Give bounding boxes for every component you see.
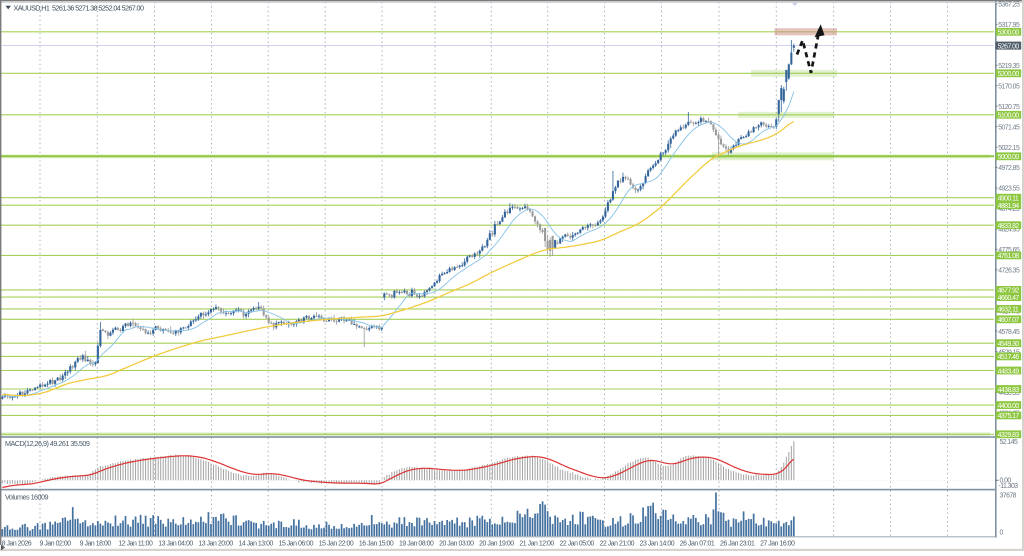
svg-text:13 Jan 20:00: 13 Jan 20:00 bbox=[198, 541, 233, 548]
svg-text:5000.00: 5000.00 bbox=[998, 154, 1020, 161]
svg-text:4517.46: 4517.46 bbox=[998, 354, 1020, 361]
svg-text:4874.25: 4874.25 bbox=[998, 206, 1020, 213]
svg-text:26 Jan 07:01: 26 Jan 07:01 bbox=[680, 541, 715, 548]
svg-text:14 Jan 13:00: 14 Jan 13:00 bbox=[238, 541, 273, 548]
svg-text:-11.303: -11.303 bbox=[999, 483, 1019, 490]
svg-text:4833.82: 4833.82 bbox=[998, 223, 1020, 230]
svg-text:23 Jan 14:00: 23 Jan 14:00 bbox=[640, 541, 675, 548]
svg-text:4400.00: 4400.00 bbox=[998, 403, 1020, 410]
svg-text:4761.08: 4761.08 bbox=[998, 253, 1020, 260]
svg-text:8 Jan 2026: 8 Jan 2026 bbox=[2, 541, 32, 548]
svg-text:4483.49: 4483.49 bbox=[998, 368, 1020, 375]
svg-text:Volumes 16009: Volumes 16009 bbox=[5, 492, 49, 501]
svg-text:5300.00: 5300.00 bbox=[998, 30, 1020, 37]
svg-text:4578.45: 4578.45 bbox=[998, 329, 1020, 336]
svg-text:0.00: 0.00 bbox=[1000, 478, 1012, 485]
svg-text:4824.95: 4824.95 bbox=[998, 227, 1020, 234]
svg-text:5120.75: 5120.75 bbox=[998, 104, 1020, 111]
svg-text:4430.55: 4430.55 bbox=[998, 390, 1020, 397]
svg-text:21 Jan 12:00: 21 Jan 12:00 bbox=[519, 541, 554, 548]
svg-text:4775.65: 4775.65 bbox=[998, 247, 1020, 254]
svg-text:0: 0 bbox=[1000, 530, 1004, 537]
svg-text:4329.83: 4329.83 bbox=[998, 432, 1020, 439]
svg-text:5317.95: 5317.95 bbox=[998, 22, 1020, 29]
svg-text:5219.35: 5219.35 bbox=[998, 63, 1020, 70]
svg-text:XAUUSD,H1 5261.36 5271.38 525: XAUUSD,H1 5261.36 5271.38 5252.04 5267.0… bbox=[14, 3, 144, 12]
svg-text:20 Jan 19:00: 20 Jan 19:00 bbox=[479, 541, 514, 548]
svg-text:5200.00: 5200.00 bbox=[998, 71, 1020, 78]
svg-text:9 Jan 18:00: 9 Jan 18:00 bbox=[80, 541, 112, 548]
svg-text:4923.55: 4923.55 bbox=[998, 186, 1020, 193]
svg-text:5022.15: 5022.15 bbox=[998, 145, 1020, 152]
svg-text:26 Jan 23:01: 26 Jan 23:01 bbox=[720, 541, 755, 548]
svg-text:4549.30: 4549.30 bbox=[998, 341, 1020, 348]
svg-text:5367.25: 5367.25 bbox=[998, 2, 1020, 9]
svg-text:15 Jan 22:00: 15 Jan 22:00 bbox=[319, 541, 354, 548]
svg-text:13 Jan 04:00: 13 Jan 04:00 bbox=[158, 541, 193, 548]
svg-text:37678: 37678 bbox=[1000, 492, 1017, 499]
svg-text:4660.47: 4660.47 bbox=[998, 295, 1020, 302]
svg-text:22 Jan 21:00: 22 Jan 21:00 bbox=[600, 541, 635, 548]
svg-text:4632.11: 4632.11 bbox=[998, 307, 1019, 314]
svg-text:5100.00: 5100.00 bbox=[998, 113, 1020, 120]
svg-text:4900.11: 4900.11 bbox=[998, 196, 1019, 203]
svg-text:MACD(12,26,9) 49.261 35.509: MACD(12,26,9) 49.261 35.509 bbox=[5, 439, 90, 448]
svg-text:4375.17: 4375.17 bbox=[998, 413, 1020, 420]
svg-text:4677.92: 4677.92 bbox=[998, 288, 1020, 295]
svg-text:27 Jan 16:00: 27 Jan 16:00 bbox=[760, 541, 795, 548]
svg-text:20 Jan 03:00: 20 Jan 03:00 bbox=[439, 541, 474, 548]
svg-text:15 Jan 06:00: 15 Jan 06:00 bbox=[279, 541, 314, 548]
svg-text:4972.85: 4972.85 bbox=[998, 165, 1020, 172]
svg-text:4607.07: 4607.07 bbox=[998, 317, 1020, 324]
svg-text:52.145: 52.145 bbox=[1000, 439, 1018, 446]
svg-text:12 Jan 11:00: 12 Jan 11:00 bbox=[118, 541, 153, 548]
svg-text:9 Jan 02:00: 9 Jan 02:00 bbox=[40, 541, 72, 548]
svg-text:16 Jan 15:00: 16 Jan 15:00 bbox=[359, 541, 394, 548]
svg-text:4438.83: 4438.83 bbox=[998, 387, 1020, 394]
svg-text:19 Jan 08:00: 19 Jan 08:00 bbox=[399, 541, 434, 548]
svg-text:5267.00: 5267.00 bbox=[998, 43, 1020, 50]
svg-text:4726.35: 4726.35 bbox=[998, 268, 1020, 275]
svg-text:22 Jan 05:00: 22 Jan 05:00 bbox=[559, 541, 594, 548]
svg-text:4881.94: 4881.94 bbox=[998, 203, 1020, 210]
svg-text:5170.05: 5170.05 bbox=[998, 83, 1020, 90]
svg-text:5071.45: 5071.45 bbox=[998, 124, 1020, 131]
